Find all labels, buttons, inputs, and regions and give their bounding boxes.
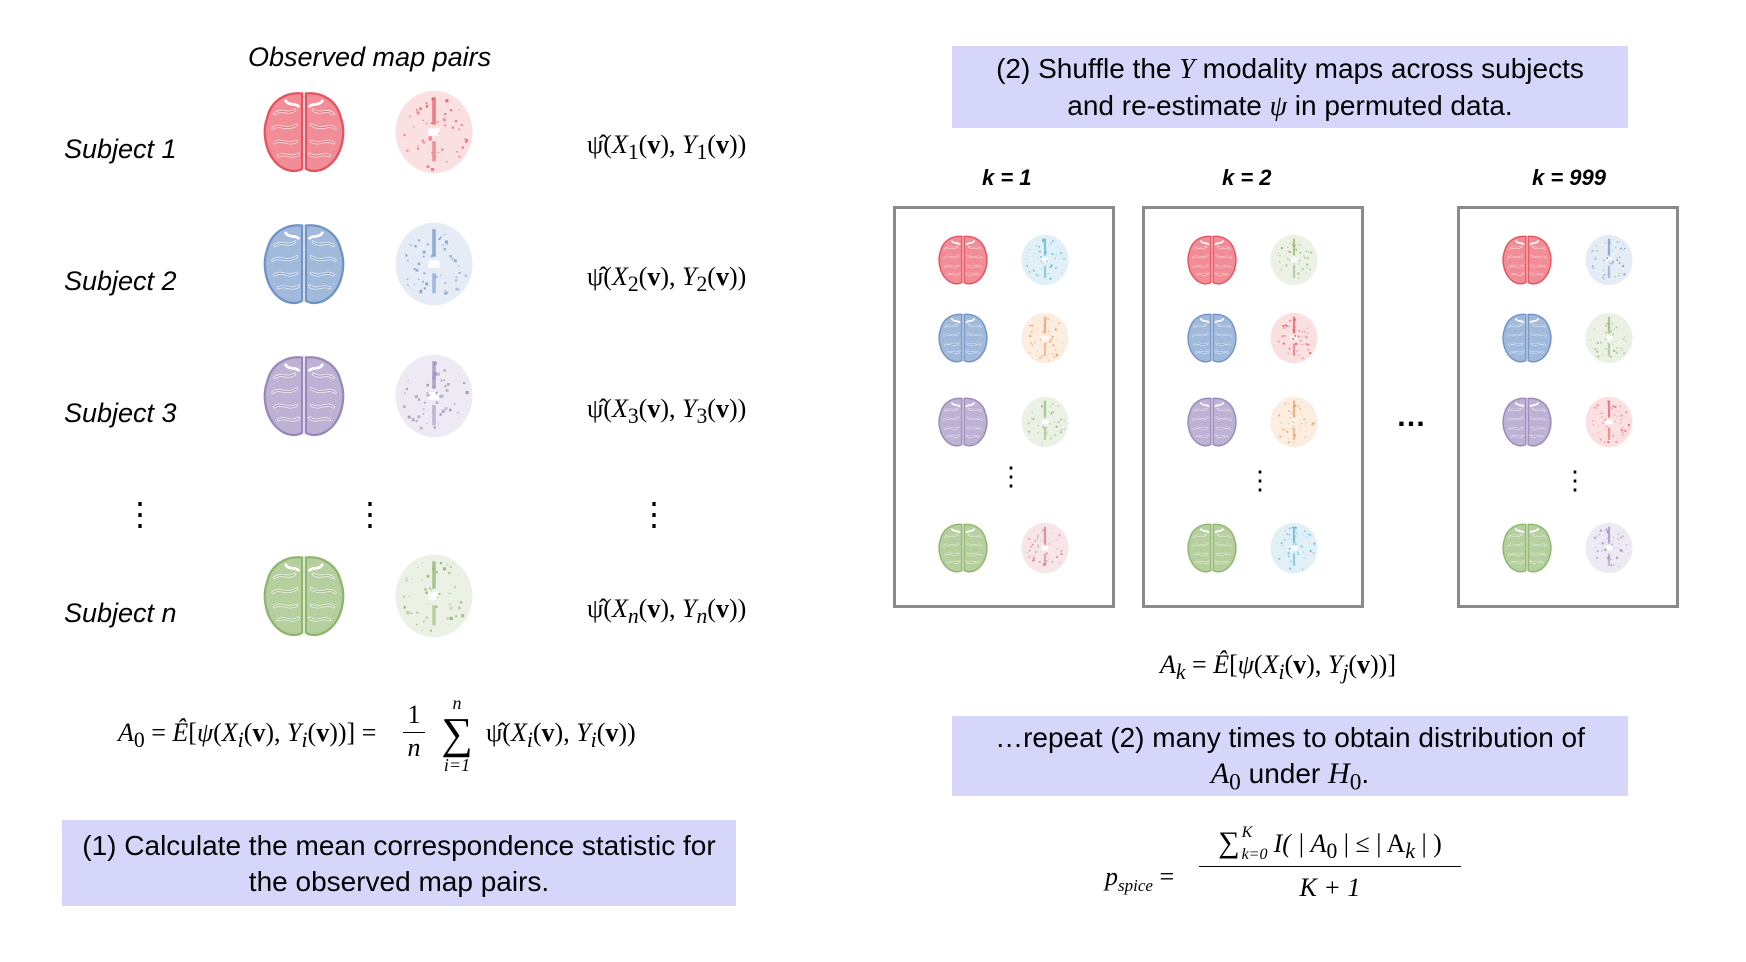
brain-map-icon <box>1585 234 1633 286</box>
permutation-box-k2 <box>1142 206 1364 608</box>
anatomical-brain-icon <box>1502 523 1552 573</box>
anatomical-brain-icon <box>263 356 345 437</box>
anatomical-brain-icon <box>938 313 988 363</box>
anatomical-brain-icon <box>938 235 988 285</box>
brain-map-icon <box>1021 396 1069 448</box>
brain-map-icon <box>395 90 473 174</box>
brain-map-icon <box>395 554 473 638</box>
brain-map-icon <box>395 354 473 438</box>
ak-formula: Ak = Ê[ψ(Xi(v), Yj(v))] <box>1160 650 1396 685</box>
anatomical-brain-icon <box>938 397 988 447</box>
psi-hat-formula-3: ψ̂(X3(v), Y3(v)) <box>587 394 747 429</box>
brain-map-icon <box>1585 396 1633 448</box>
anatomical-brain-icon <box>263 224 345 305</box>
brain-map-icon <box>1270 234 1318 286</box>
brain-map-icon <box>1585 522 1633 574</box>
brain-map-icon <box>1270 396 1318 448</box>
permutation-box-k999 <box>1457 206 1679 608</box>
psi-hat-formula-2: ψ̂(X2(v), Y2(v)) <box>587 262 747 297</box>
subject-label-n: Subject n <box>64 598 177 628</box>
permutation-box-k1 <box>893 206 1115 608</box>
vdots-perm-k2: ⋮ <box>1247 466 1273 495</box>
brain-map-icon <box>395 222 473 306</box>
brain-map-icon <box>1021 312 1069 364</box>
subject-label-2: Subject 2 <box>64 266 177 296</box>
brain-map-icon <box>1585 312 1633 364</box>
step2-note: (2) Shuffle the Y modality maps across s… <box>952 46 1628 128</box>
brain-map-icon <box>1021 234 1069 286</box>
subject-label-1: Subject 1 <box>64 134 177 164</box>
anatomical-brain-icon <box>1502 235 1552 285</box>
anatomical-brain-icon <box>1502 397 1552 447</box>
vdots-formulas: ⋮ <box>638 496 670 532</box>
perm-label-k999: k = 999 <box>1532 165 1607 190</box>
step1-note: (1) Calculate the mean correspondence st… <box>62 820 736 906</box>
repeat-note: …repeat (2) many times to obtain distrib… <box>952 716 1628 796</box>
anatomical-brain-icon <box>1187 397 1237 447</box>
subject-label-3: Subject 3 <box>64 398 177 428</box>
observed-map-pairs-title: Observed map pairs <box>248 42 492 72</box>
perm-label-k1: k = 1 <box>982 165 1032 190</box>
vdots-perm-k999: ⋮ <box>1562 466 1588 495</box>
brain-map-icon <box>1021 522 1069 574</box>
perm-label-k2: k = 2 <box>1222 165 1272 190</box>
anatomical-brain-icon <box>263 556 345 637</box>
anatomical-brain-icon <box>1502 313 1552 363</box>
anatomical-brain-icon <box>938 523 988 573</box>
anatomical-brain-icon <box>1187 235 1237 285</box>
anatomical-brain-icon <box>1187 313 1237 363</box>
vdots-perm-k1: ⋮ <box>998 462 1024 491</box>
psi-hat-formula-n: ψ̂(Xn(v), Yn(v)) <box>587 594 747 629</box>
psi-hat-formula-1: ψ̂(X1(v), Y1(v)) <box>587 130 747 165</box>
anatomical-brain-icon <box>263 92 345 173</box>
vdots-subjects: ⋮ <box>124 496 156 532</box>
anatomical-brain-icon <box>1187 523 1237 573</box>
brain-map-icon <box>1270 522 1318 574</box>
vdots-brains: ⋮ <box>354 496 386 532</box>
brain-map-icon <box>1270 312 1318 364</box>
permutation-ellipsis: … <box>1396 400 1426 433</box>
